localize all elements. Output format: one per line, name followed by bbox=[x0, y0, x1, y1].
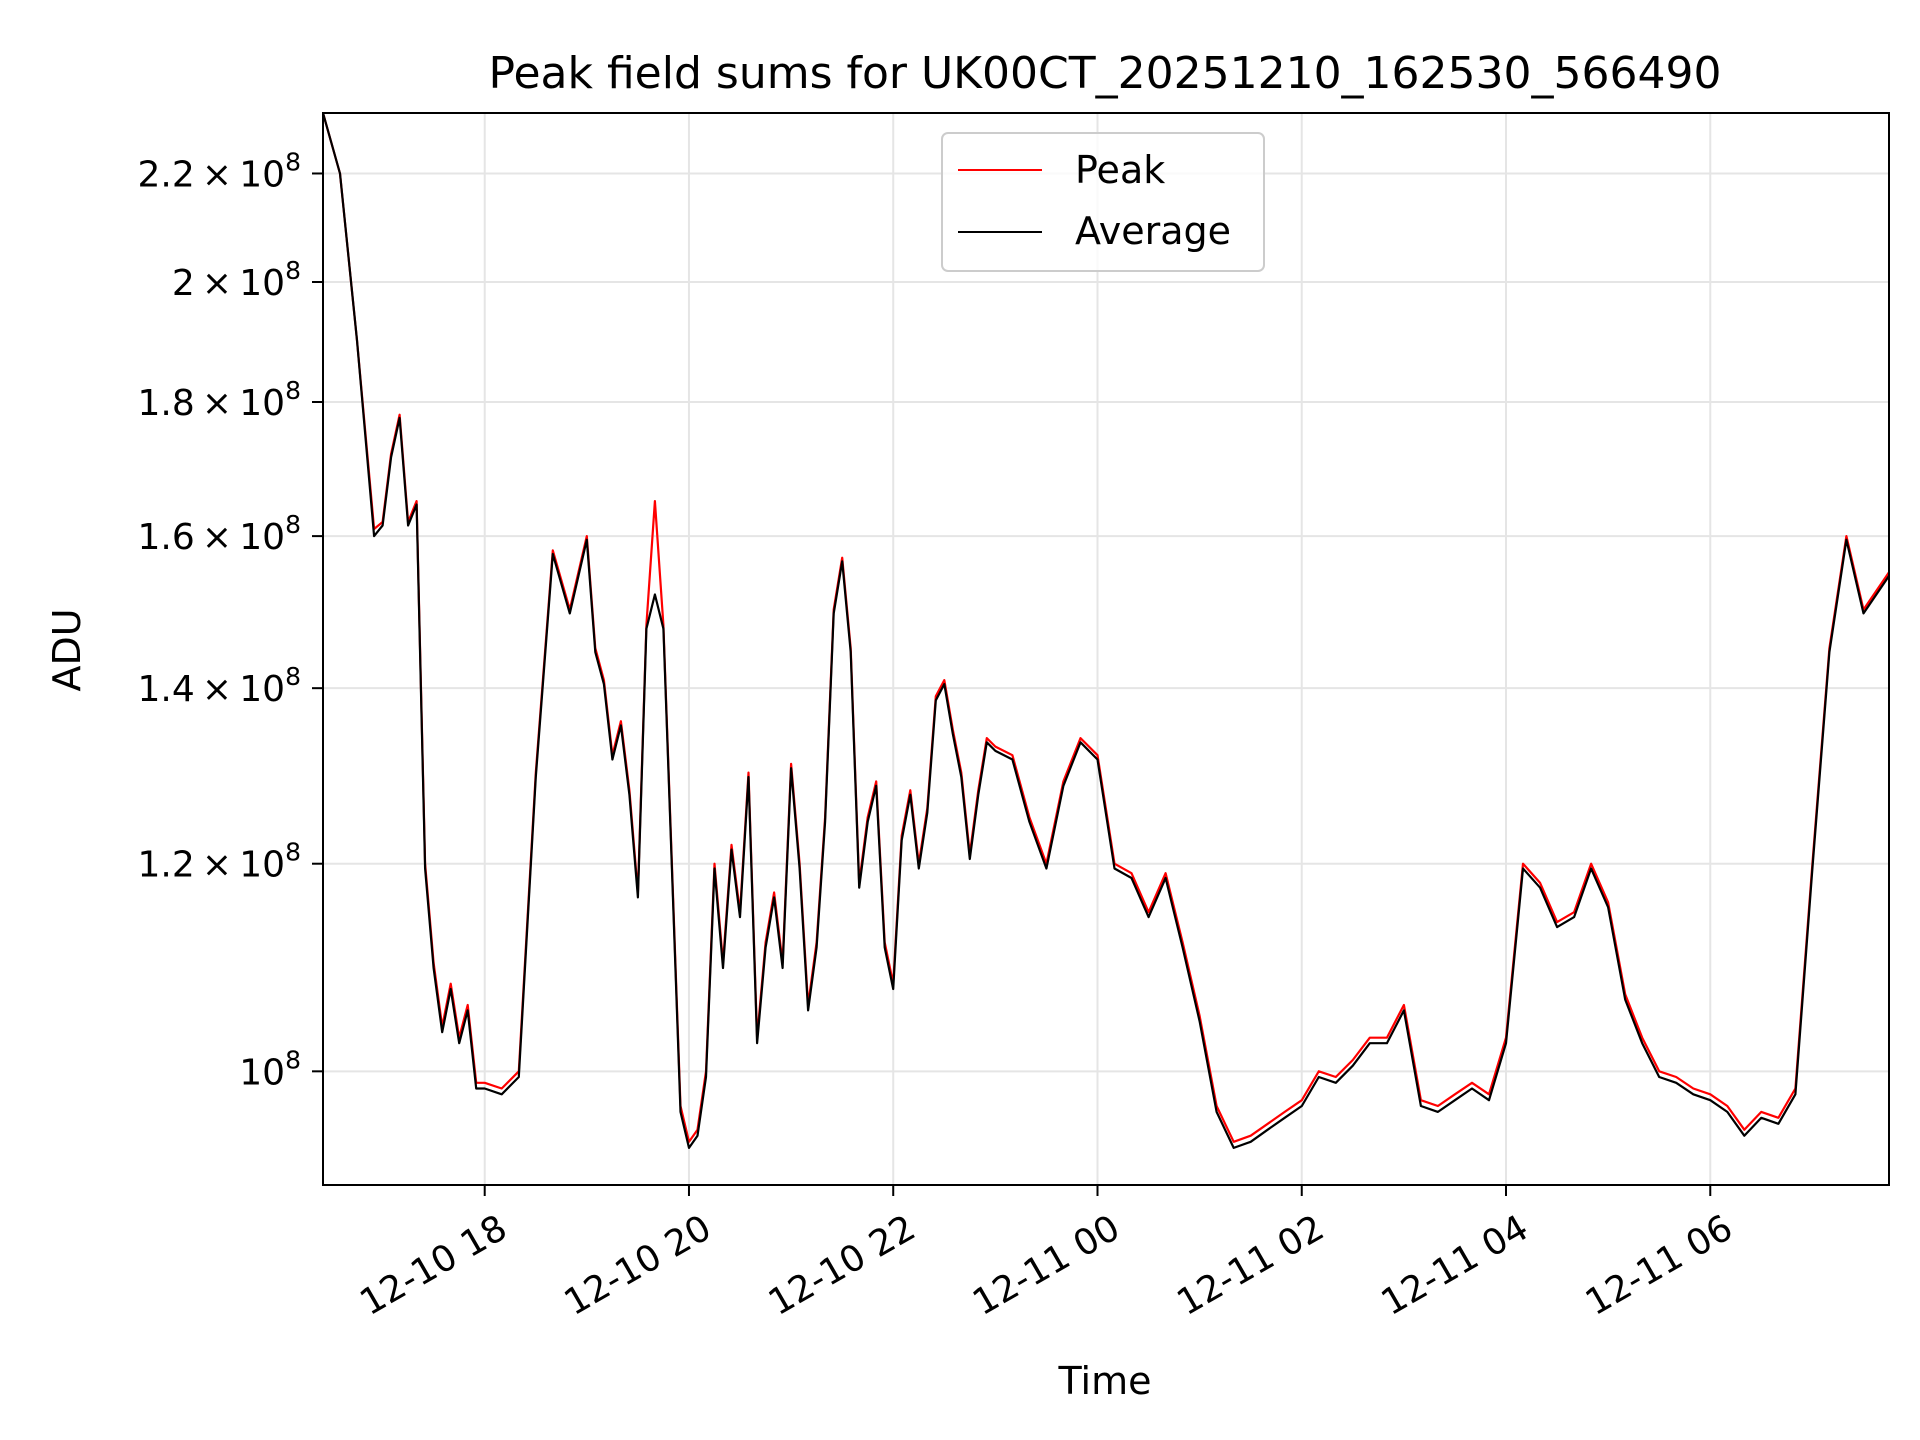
y-tick-label: 1.4 × 108 bbox=[137, 662, 301, 710]
legend: Peak Average bbox=[941, 132, 1265, 272]
y-tick-label: 2 × 108 bbox=[172, 256, 301, 304]
chart-title: Peak field sums for UK00CT_20251210_1625… bbox=[489, 48, 1722, 99]
axes-frame bbox=[322, 112, 1890, 1186]
y-tick-label: 1.2 × 108 bbox=[137, 838, 301, 886]
y-tick-label: 1.6 × 108 bbox=[137, 510, 301, 558]
y-tick-label: 2.2 × 108 bbox=[137, 147, 301, 195]
y-tick-label: 1.8 × 108 bbox=[137, 376, 301, 424]
y-tick-label: 108 bbox=[239, 1045, 301, 1093]
x-axis-label: Time bbox=[1058, 1359, 1152, 1403]
plot-lines bbox=[323, 113, 1889, 1150]
y-axis: 108 1.2 × 108 1.4 × 108 1.6 × 108 1.8 × 108 2… bbox=[137, 147, 323, 1093]
y-axis-label: ADU bbox=[45, 608, 89, 691]
series-line-average bbox=[323, 113, 1889, 1150]
legend-label-average: Average bbox=[1075, 209, 1231, 253]
legend-label-peak: Peak bbox=[1075, 148, 1165, 192]
legend-box bbox=[941, 132, 1265, 272]
